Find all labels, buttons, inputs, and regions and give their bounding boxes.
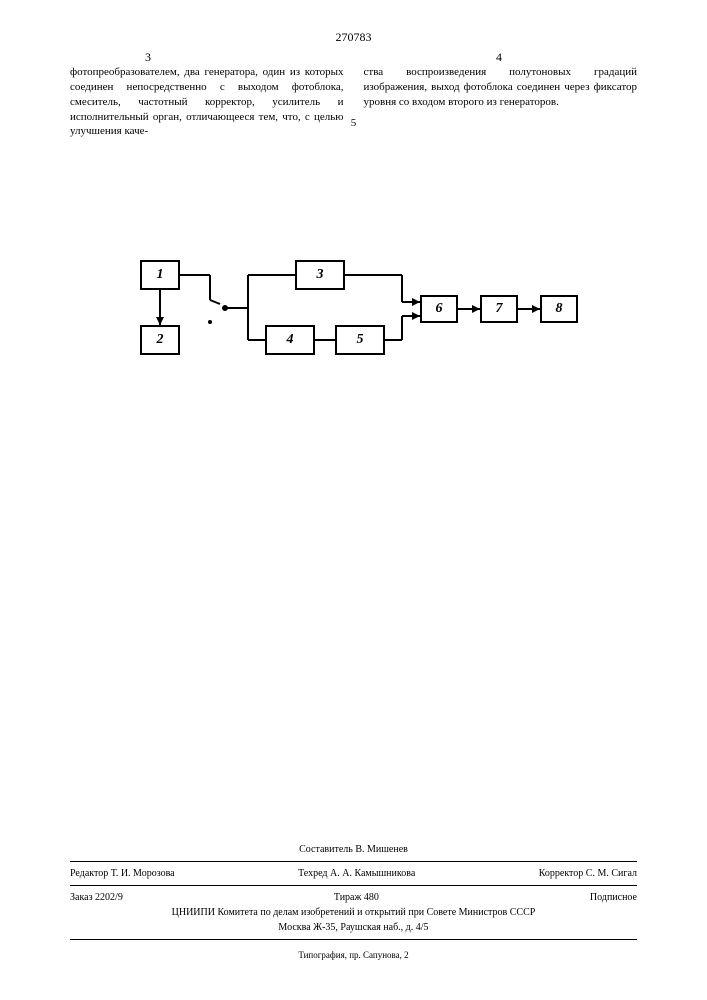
footer-org2: Москва Ж-35, Раушская наб., д. 4/5 [70, 920, 637, 935]
column-number-right: 4 [496, 50, 502, 65]
column-number-left: 3 [145, 50, 151, 65]
footer-org1: ЦНИИПИ Комитета по делам изобретений и о… [70, 905, 637, 920]
footer-order: Заказ 2202/9 [70, 892, 123, 903]
right-column: ства воспроизведения полутоновых градаци… [364, 65, 638, 139]
block-6: 6 [420, 295, 458, 323]
footer: Составитель В. Мишенев Редактор Т. И. Мо… [70, 842, 637, 960]
footer-compiler: Составитель В. Мишенев [70, 842, 637, 857]
block-2: 2 [140, 325, 180, 355]
block-3: 3 [295, 260, 345, 290]
footer-typography: Типография, пр. Сапунова, 2 [70, 950, 637, 960]
line-marker: 5 [351, 117, 357, 129]
footer-print-run: Тираж 480 [334, 892, 379, 903]
block-8: 8 [540, 295, 578, 323]
block-7: 7 [480, 295, 518, 323]
block-4: 4 [265, 325, 315, 355]
patent-number: 270783 [336, 30, 372, 45]
footer-print-info: Заказ 2202/9 Тираж 480 Подписное [70, 890, 637, 905]
footer-subscription: Подписное [590, 892, 637, 903]
left-column: фотопреобразователем, два генератора, од… [70, 65, 344, 139]
footer-techred: Техред А. А. Камышникова [298, 868, 415, 879]
footer-corrector: Корректор С. М. Сигал [539, 868, 637, 879]
block-5: 5 [335, 325, 385, 355]
footer-credits: Редактор Т. И. Морозова Техред А. А. Кам… [70, 866, 637, 881]
block-1: 1 [140, 260, 180, 290]
footer-editor: Редактор Т. И. Морозова [70, 868, 175, 879]
block-diagram: 12345678 [140, 260, 560, 410]
